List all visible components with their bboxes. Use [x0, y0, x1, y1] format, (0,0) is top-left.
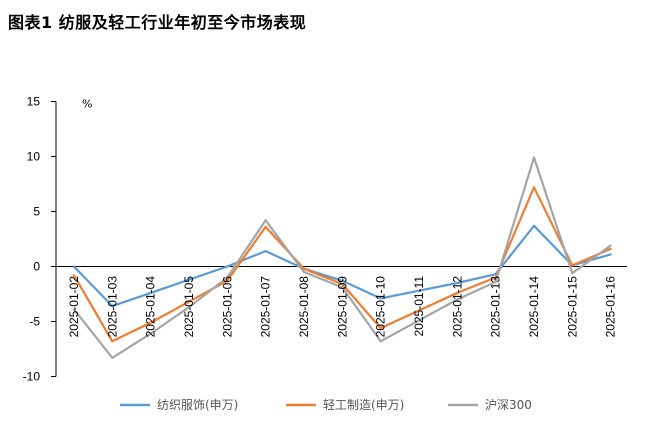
x-tick-label: 2025-01-06 [220, 276, 234, 338]
data-point [264, 225, 267, 228]
data-point [379, 327, 382, 330]
x-tick-label: 2025-01-14 [527, 276, 541, 338]
x-tick-label: 2025-01-16 [604, 276, 618, 338]
data-point [571, 272, 574, 275]
y-axis-unit: % [82, 98, 92, 111]
data-point [609, 244, 612, 247]
data-point [111, 356, 114, 359]
legend-label-2: 轻工制造(申万) [323, 398, 404, 412]
data-point [379, 297, 382, 300]
data-point [264, 250, 267, 253]
data-point [226, 276, 229, 279]
data-point [456, 291, 459, 294]
data-point [532, 224, 536, 227]
x-tick-label: 2025-01-09 [335, 276, 349, 338]
data-point [72, 274, 76, 277]
y-tick-label: 5 [33, 205, 40, 219]
legend-label-3: 沪深300 [485, 398, 532, 412]
chart-legend: 纺织服饰(申万) 轻工制造(申万) 沪深300 [120, 398, 532, 412]
x-tick-label: 2025-01-04 [144, 276, 158, 338]
x-tick-label: 2025-01-02 [67, 276, 81, 338]
data-point [149, 291, 152, 294]
x-tick-label: 2025-01-03 [105, 276, 119, 338]
data-point [494, 280, 497, 283]
data-point [609, 253, 612, 256]
data-point [417, 319, 421, 322]
y-tick-label: 15 [27, 95, 41, 109]
data-point [187, 300, 191, 303]
data-point [226, 279, 229, 282]
data-point [149, 332, 152, 335]
chart-title: 图表1 纺服及轻工行业年初至今市场表现 [8, 13, 307, 32]
x-tick-label: 2025-01-12 [450, 276, 464, 338]
data-point [532, 156, 536, 159]
x-tick-label: 2025-01-13 [489, 276, 503, 338]
data-point [302, 267, 306, 270]
legend-label-1: 纺织服饰(申万) [157, 398, 238, 412]
data-point [302, 270, 306, 274]
data-point [417, 309, 421, 312]
data-point [609, 247, 612, 250]
data-point [111, 305, 114, 308]
y-tick-label: -5 [29, 315, 40, 329]
data-point [264, 219, 267, 222]
data-point [226, 265, 229, 268]
y-tick-label: 10 [27, 150, 41, 164]
data-point [571, 264, 574, 267]
data-point [149, 321, 152, 324]
data-point [341, 286, 344, 289]
x-tick-label: 2025-01-07 [259, 276, 273, 338]
x-tick-label: 2025-01-08 [297, 276, 311, 338]
data-point [341, 279, 344, 282]
x-tick-label: 2025-01-05 [182, 276, 196, 338]
x-tick-label: 2025-01-11 [412, 276, 426, 337]
data-point [187, 278, 191, 281]
data-point [417, 289, 421, 292]
x-tick-label: 2025-01-15 [565, 276, 579, 338]
data-point [532, 186, 536, 189]
x-tick-label: 2025-01-10 [374, 276, 388, 338]
y-tick-label: 0 [33, 260, 40, 274]
chart-plot-area: 15 10 5 0 -5 -10% 2025-01-02 2025-01-03 2025-01-… [23, 95, 627, 384]
y-tick-label: -10 [23, 370, 41, 384]
data-point [187, 306, 191, 309]
data-point [72, 265, 76, 268]
data-point [341, 283, 344, 286]
data-point [111, 340, 114, 343]
data-point [72, 308, 76, 311]
data-point [379, 340, 382, 343]
data-point [456, 298, 459, 301]
data-point [456, 281, 459, 285]
